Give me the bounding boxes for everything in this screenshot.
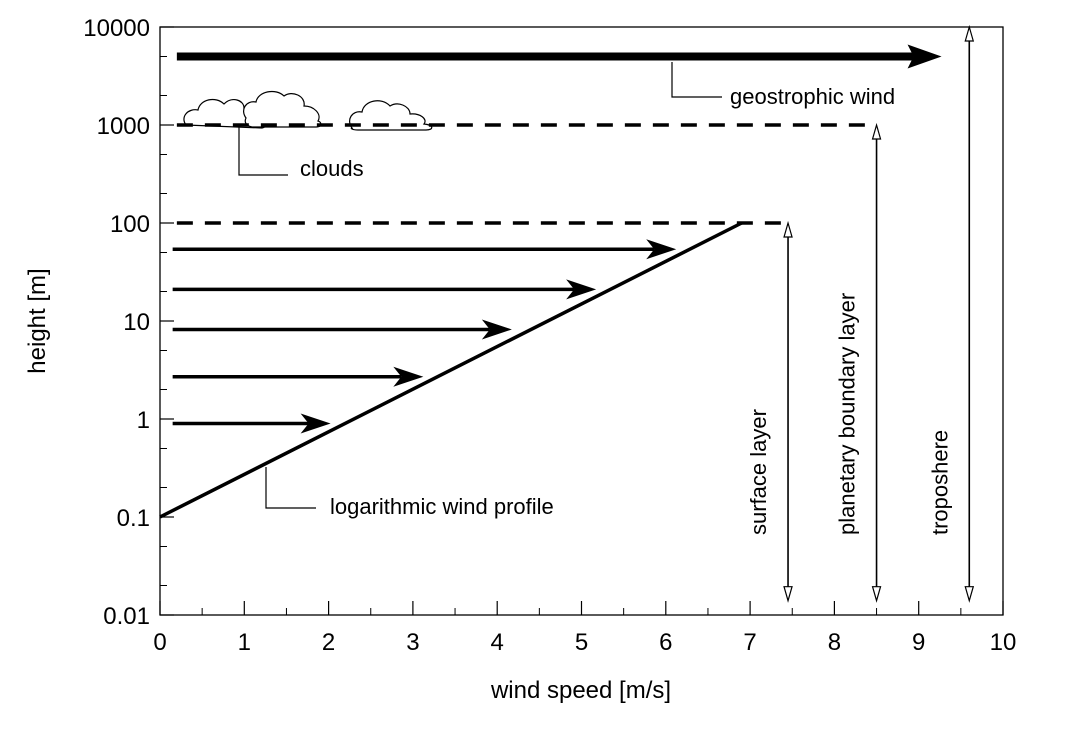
- layer-arrow-bottom: [871, 586, 882, 603]
- y-tick-label: 10: [123, 309, 150, 336]
- layer-arrow-top: [871, 122, 882, 140]
- profile-line: [159, 221, 743, 519]
- layer-label: planetary boundary layer: [835, 293, 860, 535]
- geostrophic-wind: [176, 44, 942, 69]
- wind-arrow-head: [393, 366, 424, 387]
- x-tick-label: 6: [659, 629, 672, 656]
- wind-arrow-head: [646, 239, 677, 260]
- x-tick-label: 3: [406, 629, 419, 656]
- annotation-leaders: [238, 62, 722, 509]
- y-tick-label: 0.1: [117, 505, 150, 532]
- x-tick-label: 9: [912, 629, 925, 656]
- layer-label: surface layer: [746, 409, 771, 535]
- x-tick-label: 7: [743, 629, 756, 656]
- y-tick-label: 1000: [97, 113, 150, 140]
- geostrophic-wind-label: geostrophic wind: [730, 84, 895, 109]
- layer-label: troposhere: [927, 430, 952, 535]
- layer-arrow-bottom: [783, 586, 793, 603]
- clouds-label: clouds: [300, 156, 364, 181]
- x-tick-label: 2: [322, 629, 335, 656]
- x-tick-label: 5: [575, 629, 588, 656]
- dashed-levels: [176, 123, 877, 225]
- y-tick-label: 10000: [83, 15, 150, 42]
- layer-arrow-bottom: [964, 586, 975, 603]
- layer-arrow-top: [964, 24, 975, 42]
- layer-arrow-top: [783, 220, 793, 238]
- clouds-icon: [183, 90, 433, 131]
- profile-label: logarithmic wind profile: [330, 494, 554, 519]
- wind-arrow-head: [300, 413, 331, 434]
- wind-arrow-head: [566, 279, 597, 300]
- y-tick-label: 1: [137, 407, 150, 434]
- x-tick-label: 8: [828, 629, 841, 656]
- geostrophic-arrow-head: [907, 44, 942, 69]
- x-tick-label: 1: [238, 629, 251, 656]
- x-axis-label: wind speed [m/s]: [490, 677, 671, 704]
- y-axis-label: height [m]: [24, 268, 51, 373]
- logarithmic-wind-profile: [159, 221, 743, 519]
- axis-ticks: 0 1 2 3 4 5 6 7 8 9 10 0.01 0.1 1 10 100 1000 10000: [83, 15, 1016, 656]
- x-tick-label: 10: [990, 629, 1017, 656]
- x-tick-label: 0: [153, 629, 166, 656]
- wind-arrows: [172, 239, 677, 434]
- wind-arrow-head: [481, 319, 512, 340]
- layer-indicators: surface layer planetary boundary layer tro…: [746, 24, 975, 603]
- y-tick-label: 100: [110, 211, 150, 238]
- x-tick-label: 4: [491, 629, 504, 656]
- y-tick-label: 0.01: [103, 603, 150, 630]
